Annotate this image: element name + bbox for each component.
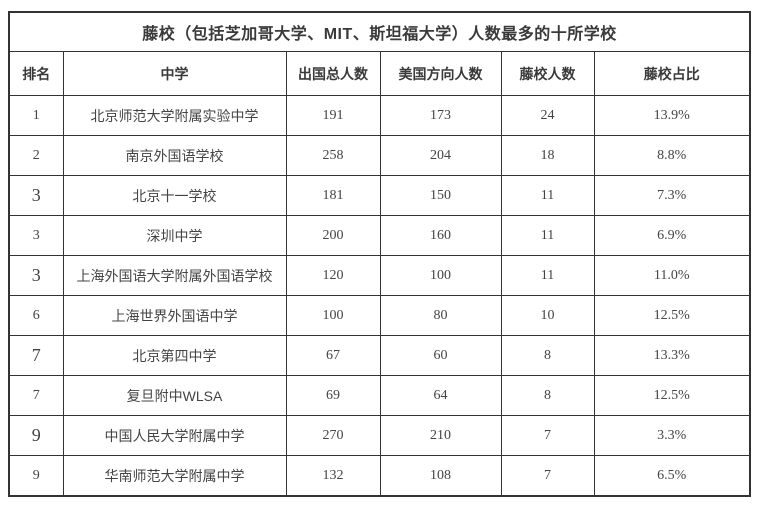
table-row: 7 复旦附中WLSA 69 64 8 12.5% [8, 375, 751, 416]
abroad-total-cell: 69 [285, 375, 381, 416]
us-bound-cell: 210 [379, 415, 502, 456]
abroad-total-cell: 132 [285, 455, 381, 497]
table-title: 藤校（包括芝加哥大学、MIT、斯坦福大学）人数最多的十所学校 [8, 11, 751, 52]
table-row: 1 北京师范大学附属实验中学 191 173 24 13.9% [8, 95, 751, 136]
school-cell: 复旦附中WLSA [62, 375, 287, 416]
ivy-count-cell: 8 [500, 335, 595, 376]
ivy-share-cell: 8.8% [593, 135, 751, 176]
col-header-ivy-count: 藤校人数 [500, 51, 595, 96]
us-bound-cell: 100 [379, 255, 502, 296]
ivy-share-cell: 12.5% [593, 375, 751, 416]
us-bound-cell: 60 [379, 335, 502, 376]
school-cell: 北京十一学校 [62, 175, 287, 216]
ivy-count-cell: 7 [500, 415, 595, 456]
us-bound-cell: 160 [379, 215, 502, 256]
rank-cell: 7 [8, 335, 64, 376]
school-cell: 上海外国语大学附属外国语学校 [62, 255, 287, 296]
col-header-abroad-total: 出国总人数 [285, 51, 381, 96]
ivy-count-cell: 10 [500, 295, 595, 336]
school-cell: 中国人民大学附属中学 [62, 415, 287, 456]
ivy-count-cell: 18 [500, 135, 595, 176]
table-row: 3 深圳中学 200 160 11 6.9% [8, 215, 751, 256]
ivy-count-cell: 11 [500, 215, 595, 256]
table-row: 9 中国人民大学附属中学 270 210 7 3.3% [8, 415, 751, 456]
abroad-total-cell: 181 [285, 175, 381, 216]
ivy-share-cell: 13.3% [593, 335, 751, 376]
rank-cell: 3 [8, 175, 64, 216]
ivy-share-cell: 6.9% [593, 215, 751, 256]
ivy-count-cell: 8 [500, 375, 595, 416]
us-bound-cell: 173 [379, 95, 502, 136]
school-cell: 华南师范大学附属中学 [62, 455, 287, 497]
ivy-ranking-table: 藤校（包括芝加哥大学、MIT、斯坦福大学）人数最多的十所学校 排名 中学 出国总… [8, 11, 751, 497]
school-cell: 北京第四中学 [62, 335, 287, 376]
ivy-share-cell: 3.3% [593, 415, 751, 456]
rank-cell: 3 [8, 215, 64, 256]
school-cell: 南京外国语学校 [62, 135, 287, 176]
ivy-count-cell: 11 [500, 175, 595, 216]
table-title-row: 藤校（包括芝加哥大学、MIT、斯坦福大学）人数最多的十所学校 [8, 11, 751, 52]
table-row: 7 北京第四中学 67 60 8 13.3% [8, 335, 751, 376]
table-row: 9 华南师范大学附属中学 132 108 7 6.5% [8, 455, 751, 497]
us-bound-cell: 64 [379, 375, 502, 416]
abroad-total-cell: 120 [285, 255, 381, 296]
rank-cell: 9 [8, 455, 64, 497]
table-header-row: 排名 中学 出国总人数 美国方向人数 藤校人数 藤校占比 [8, 51, 751, 96]
us-bound-cell: 150 [379, 175, 502, 216]
col-header-us-bound: 美国方向人数 [379, 51, 502, 96]
abroad-total-cell: 270 [285, 415, 381, 456]
us-bound-cell: 204 [379, 135, 502, 176]
rank-cell: 2 [8, 135, 64, 176]
school-cell: 深圳中学 [62, 215, 287, 256]
table-row: 3 上海外国语大学附属外国语学校 120 100 11 11.0% [8, 255, 751, 296]
col-header-rank: 排名 [8, 51, 64, 96]
table-row: 2 南京外国语学校 258 204 18 8.8% [8, 135, 751, 176]
abroad-total-cell: 67 [285, 335, 381, 376]
rank-cell: 7 [8, 375, 64, 416]
abroad-total-cell: 191 [285, 95, 381, 136]
table-row: 3 北京十一学校 181 150 11 7.3% [8, 175, 751, 216]
ivy-share-cell: 7.3% [593, 175, 751, 216]
ivy-count-cell: 24 [500, 95, 595, 136]
school-cell: 上海世界外国语中学 [62, 295, 287, 336]
rank-cell: 1 [8, 95, 64, 136]
ivy-share-cell: 13.9% [593, 95, 751, 136]
abroad-total-cell: 258 [285, 135, 381, 176]
ivy-share-cell: 11.0% [593, 255, 751, 296]
abroad-total-cell: 200 [285, 215, 381, 256]
ivy-count-cell: 11 [500, 255, 595, 296]
abroad-total-cell: 100 [285, 295, 381, 336]
rank-cell: 3 [8, 255, 64, 296]
ivy-count-cell: 7 [500, 455, 595, 497]
rank-cell: 6 [8, 295, 64, 336]
us-bound-cell: 80 [379, 295, 502, 336]
rank-cell: 9 [8, 415, 64, 456]
ivy-share-cell: 12.5% [593, 295, 751, 336]
ivy-share-cell: 6.5% [593, 455, 751, 497]
table-row: 6 上海世界外国语中学 100 80 10 12.5% [8, 295, 751, 336]
school-cell: 北京师范大学附属实验中学 [62, 95, 287, 136]
us-bound-cell: 108 [379, 455, 502, 497]
col-header-school: 中学 [62, 51, 287, 96]
col-header-ivy-share: 藤校占比 [593, 51, 751, 96]
